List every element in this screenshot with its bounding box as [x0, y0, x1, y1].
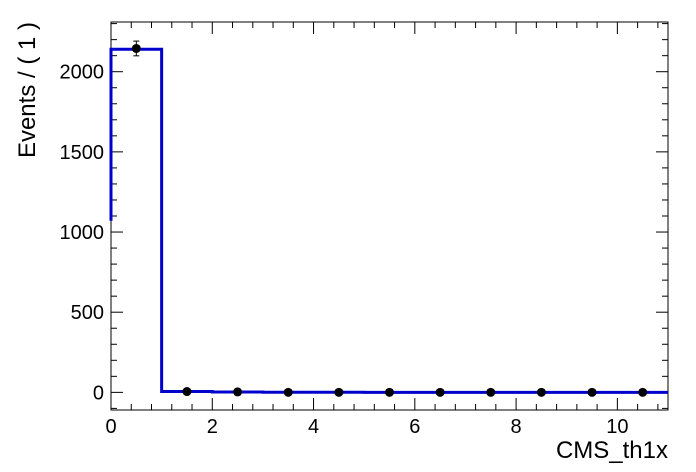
x-tick-label: 2	[207, 416, 218, 438]
data-point	[638, 387, 648, 397]
data-points	[131, 40, 648, 397]
data-point	[131, 43, 141, 53]
y-tick-label: 1000	[60, 222, 105, 244]
axis-ticks	[110, 22, 668, 410]
y-tick-label: 0	[93, 382, 104, 404]
x-tick-label: 8	[511, 416, 522, 438]
model-curve	[109, 47, 668, 394]
y-axis-label: Events / ( 1 )	[14, 22, 41, 158]
x-tick-label: 0	[105, 416, 116, 438]
x-tick-label: 10	[606, 416, 628, 438]
data-point	[334, 387, 344, 397]
data-point	[283, 387, 293, 397]
x-tick-label: 4	[308, 416, 319, 438]
data-point	[536, 387, 546, 397]
data-point	[435, 387, 445, 397]
data-point	[486, 387, 496, 397]
data-point	[233, 387, 243, 397]
data-point	[182, 387, 192, 397]
data-point	[385, 387, 394, 397]
plot-frame	[110, 21, 669, 411]
y-tick-label: 500	[71, 302, 104, 324]
x-tick-label: 6	[409, 416, 420, 438]
x-tick-labels: 0 2 4 6 8 10	[105, 416, 628, 438]
y-tick-label: 2000	[60, 62, 105, 84]
data-point	[587, 387, 597, 397]
model-step-line	[109, 47, 668, 394]
y-tick-label: 1500	[60, 142, 105, 164]
y-tick-labels: 0 500 1000 1500 2000	[60, 62, 105, 405]
x-axis-label: CMS_th1x	[556, 437, 668, 464]
